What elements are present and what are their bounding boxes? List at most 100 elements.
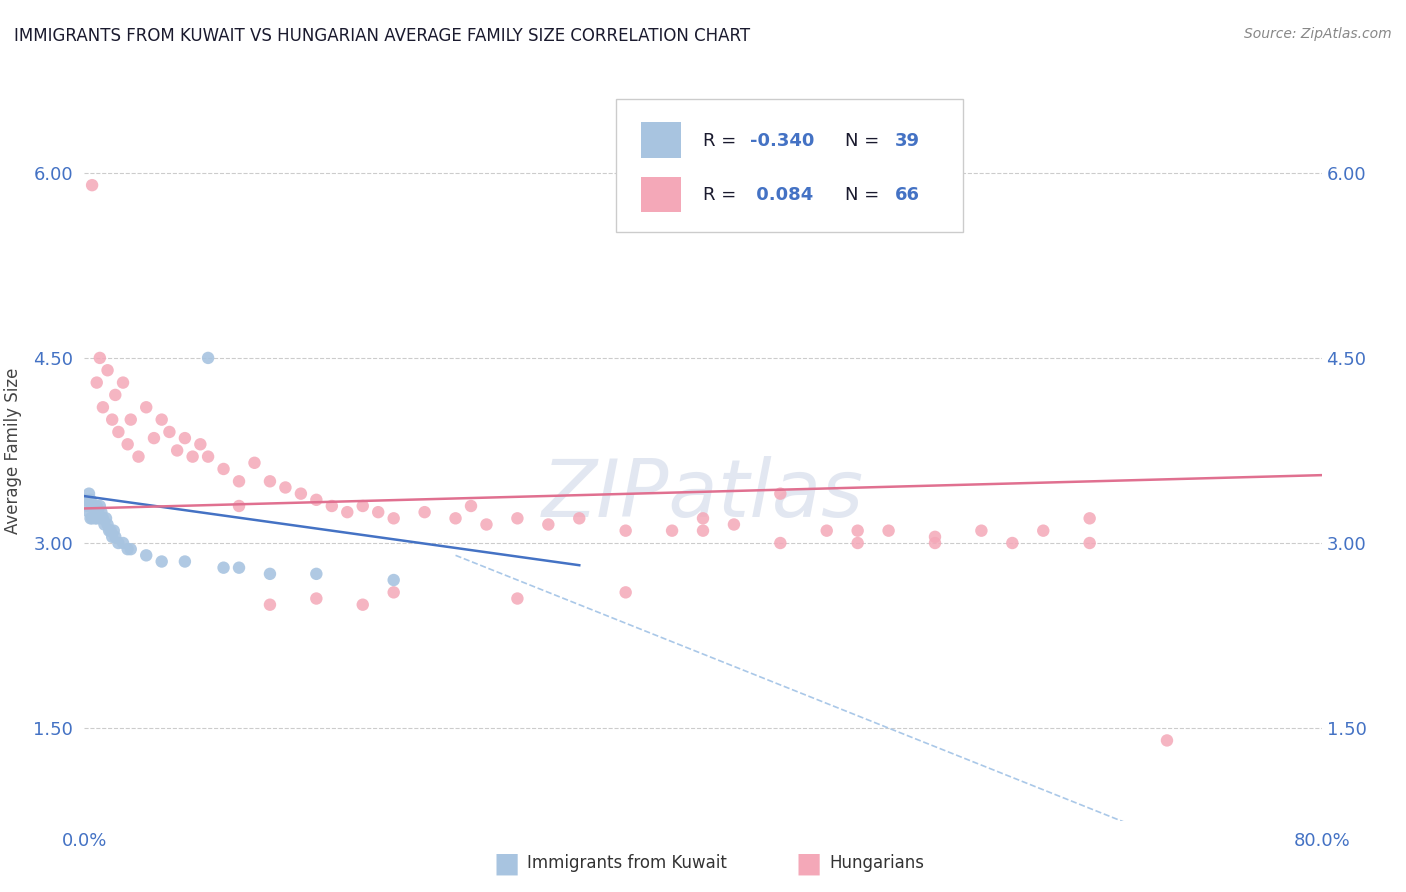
Point (77, 505, 100, 519)
Point (336, 505, 359, 519)
Point (924, 536, 946, 550)
Point (259, 566, 281, 581)
Point (723, 517, 745, 532)
Point (90, 505, 112, 519)
Text: Source: ZipAtlas.com: Source: ZipAtlas.com (1244, 27, 1392, 41)
Point (76, 499, 98, 513)
Point (117, 437, 139, 451)
Point (117, 542, 139, 557)
Point (259, 598, 281, 612)
Point (243, 456, 266, 470)
Point (77, 486, 100, 500)
Point (1156, 733, 1178, 747)
Point (506, 511, 529, 525)
Y-axis label: Average Family Size: Average Family Size (4, 368, 22, 533)
Point (94, 511, 117, 525)
Point (143, 431, 166, 445)
Point (846, 524, 869, 538)
Point (159, 425, 180, 439)
Point (101, 412, 124, 426)
Point (112, 536, 135, 550)
Point (84, 505, 107, 519)
Point (135, 549, 157, 563)
Text: R =: R = (703, 132, 742, 150)
Point (352, 499, 374, 513)
Point (103, 524, 125, 538)
Point (82, 499, 104, 513)
Point (96, 517, 118, 532)
Point (367, 505, 389, 519)
Point (150, 554, 173, 569)
Point (166, 443, 188, 458)
Point (614, 524, 637, 538)
Point (174, 431, 197, 445)
Point (661, 524, 683, 538)
Point (135, 401, 157, 415)
Text: Hungarians: Hungarians (830, 855, 925, 872)
Point (382, 511, 405, 525)
Point (444, 511, 467, 525)
Text: 39: 39 (894, 132, 920, 150)
Point (460, 499, 482, 513)
Point (815, 524, 838, 538)
Point (228, 499, 250, 513)
Point (96, 363, 118, 377)
Point (692, 524, 714, 538)
Point (382, 585, 405, 599)
Text: -0.340: -0.340 (749, 132, 814, 150)
Point (79, 492, 101, 507)
Point (413, 505, 436, 519)
Point (91, 511, 114, 525)
Point (89, 511, 111, 525)
Point (104, 530, 127, 544)
Point (475, 517, 498, 532)
Point (692, 511, 714, 525)
Point (93, 517, 115, 532)
Text: IMMIGRANTS FROM KUWAIT VS HUNGARIAN AVERAGE FAMILY SIZE CORRELATION CHART: IMMIGRANTS FROM KUWAIT VS HUNGARIAN AVER… (14, 27, 751, 45)
Point (98, 524, 121, 538)
Point (382, 573, 405, 587)
Point (150, 412, 173, 426)
Point (107, 536, 129, 550)
Point (305, 591, 328, 606)
Point (1078, 511, 1101, 525)
Bar (641, 122, 681, 158)
Point (112, 376, 135, 390)
Point (79, 511, 101, 525)
Point (506, 591, 529, 606)
FancyBboxPatch shape (616, 99, 963, 232)
Text: ZIPatlas: ZIPatlas (541, 456, 865, 534)
Point (197, 450, 219, 464)
Point (83, 499, 105, 513)
Text: ■: ■ (494, 849, 519, 878)
Text: R =: R = (703, 186, 742, 204)
Point (305, 492, 328, 507)
Point (107, 425, 129, 439)
Point (75, 492, 97, 507)
Point (924, 530, 946, 544)
Point (91, 401, 114, 415)
Point (87, 505, 110, 519)
Point (877, 524, 900, 538)
Point (290, 486, 312, 500)
Point (181, 450, 204, 464)
Point (352, 598, 374, 612)
Text: Immigrants from Kuwait: Immigrants from Kuwait (527, 855, 727, 872)
Text: 0.084: 0.084 (749, 186, 813, 204)
Point (228, 560, 250, 574)
Point (86, 511, 108, 525)
Point (1032, 524, 1054, 538)
Point (120, 412, 142, 426)
Point (100, 524, 122, 538)
Point (120, 542, 142, 557)
Point (769, 536, 792, 550)
Point (537, 517, 560, 532)
Point (259, 475, 281, 489)
Point (89, 351, 111, 365)
Point (82, 511, 104, 525)
Point (846, 536, 869, 550)
Point (212, 560, 235, 574)
Point (1078, 536, 1101, 550)
Point (970, 524, 993, 538)
Point (568, 511, 591, 525)
